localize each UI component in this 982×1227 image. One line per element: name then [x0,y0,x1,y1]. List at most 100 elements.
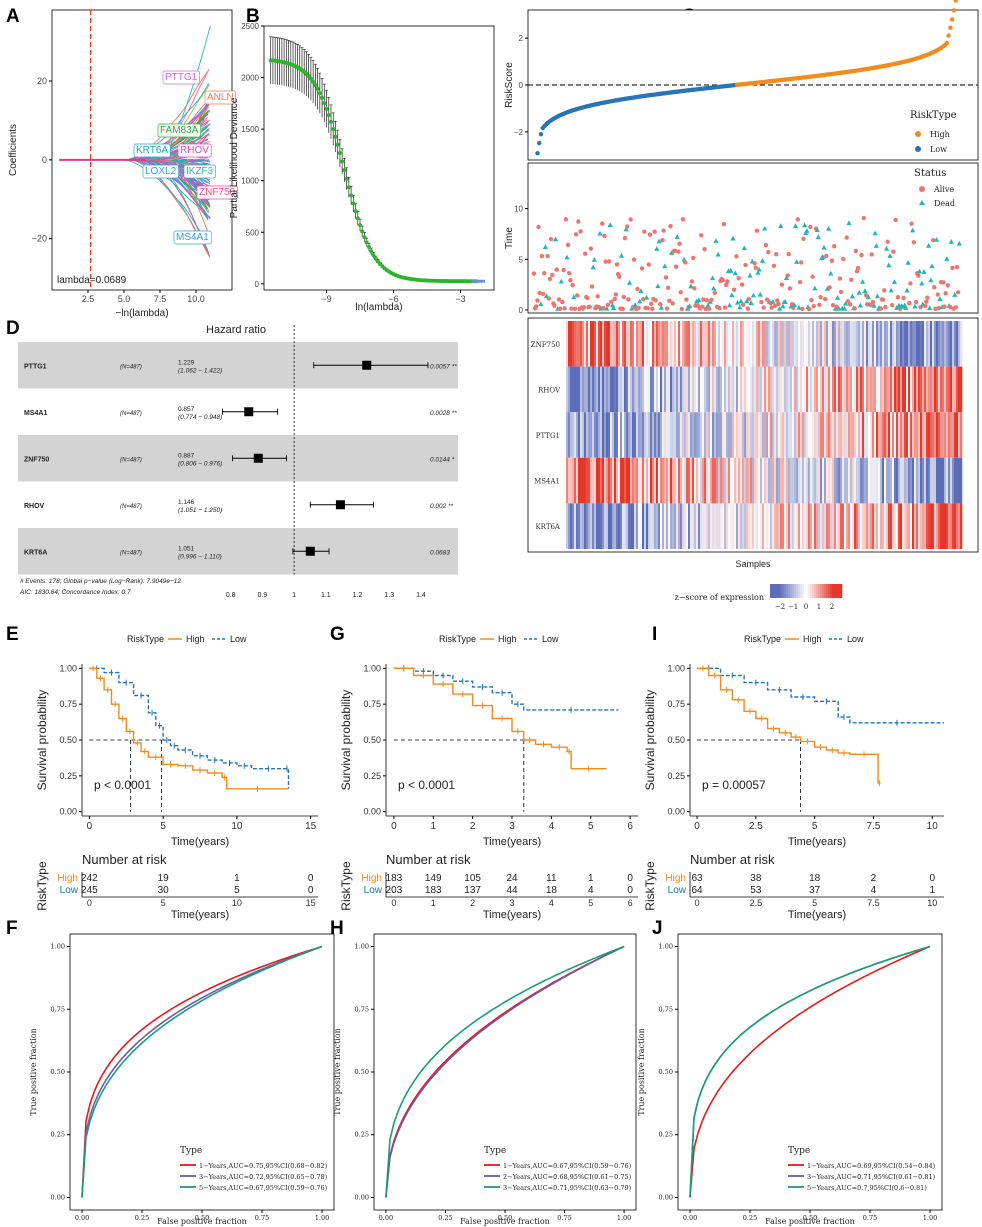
heat-cell [904,412,907,458]
time-point-alive [573,232,579,237]
heat-cell [740,366,743,413]
colorbar-cell [788,584,791,598]
heat-cell [906,503,909,549]
heat-cell [868,457,871,504]
heat-cell [650,321,653,367]
heat-cell [788,457,791,504]
heat-cell [724,457,727,504]
risk-point [948,25,953,30]
heat-cell [778,503,781,549]
time-point-dead [836,305,842,311]
heat-cell [726,412,729,458]
heat-cell [592,366,595,413]
heat-cell [888,503,891,549]
panel-letter: I [652,624,657,645]
deviance-point [315,86,320,91]
time-point-dead [756,266,762,272]
heat-cell [684,457,687,504]
heat-cell [726,321,729,367]
heat-cell [630,321,633,367]
heat-cell [696,366,699,413]
heat-cell [890,321,893,367]
forest-ci: (0.806 − 0.976) [178,460,222,467]
heat-cell [774,457,777,504]
heat-cell [946,412,949,458]
time-point-alive [752,261,757,266]
heat-cell [712,366,715,413]
time-point-alive [628,217,633,222]
heat-cell [764,321,767,367]
colorbar-cell [786,584,789,598]
colorbar-cell [810,584,813,598]
time-point-dead [952,292,958,297]
heat-cell [776,457,779,504]
time-point-alive [647,232,653,237]
heat-cell [856,366,859,413]
heat-cell [662,321,665,367]
colorbar-cell [806,584,809,598]
heat-cell [612,412,615,458]
heat-cell [884,412,887,458]
time-point-alive [948,304,953,310]
heat-cell [650,503,653,549]
colorbar-title: z−score of expression [675,593,764,602]
time-point-dead [956,240,962,246]
deviance-point [317,91,322,96]
heat-cell [896,412,899,458]
y-tick-label: 0.50 [659,1068,673,1076]
heat-cell [652,321,655,367]
heat-cell [828,457,831,504]
heat-cell [634,321,637,367]
heat-cell [942,503,945,549]
heat-cell [754,321,757,367]
legend-title: Type [484,1146,506,1156]
heat-cell [604,321,607,367]
deviance-point [369,249,374,254]
heat-cell [810,457,813,504]
heat-cell [882,321,885,367]
time-point-dead [618,252,625,258]
forest-p: 0.0028 ** [430,410,457,417]
heat-cell [832,366,835,413]
heat-cell [750,457,753,504]
forest-hr: 1.146 [178,499,195,506]
time-point-alive [561,267,566,273]
heat-cell [728,503,731,549]
forest-title: Hazard ratio [206,324,266,336]
heat-cell [842,503,845,549]
heat-cell [654,366,657,413]
heat-cell [718,412,721,458]
heat-cell [674,457,677,504]
x-tick-label: 1.4 [416,592,426,599]
heat-cell [644,366,647,413]
time-point-alive [808,224,813,230]
x-tick-label: 0 [87,821,93,832]
y-tick-label: 0.50 [667,735,685,745]
heat-cell [568,503,571,549]
heat-cell [932,412,935,458]
heat-cell [630,366,633,413]
heat-cell [860,366,863,413]
heat-row-label: ZNF750 [531,341,560,349]
heat-cell [864,457,867,504]
heat-cell [658,503,661,549]
heat-cell [582,321,585,367]
time-point-alive [691,255,696,261]
time-point-alive [689,279,695,284]
heat-cell [898,457,901,504]
risk-row-label: High [665,873,686,884]
time-point-alive [684,297,689,302]
y-tick-label: 0.25 [659,1131,673,1139]
heat-cell [654,412,657,458]
y-tick-label: 0.50 [355,1068,369,1076]
heat-cell [664,321,667,367]
heat-cell [960,503,963,549]
heat-cell [676,457,679,504]
time-point-alive [878,306,884,311]
x-axis-label: False positive fraction [765,1217,855,1226]
heat-cell [710,321,713,367]
heat-cell [952,321,955,367]
heat-cell [734,457,737,504]
heat-cell [930,503,933,549]
heat-cell [956,457,959,504]
